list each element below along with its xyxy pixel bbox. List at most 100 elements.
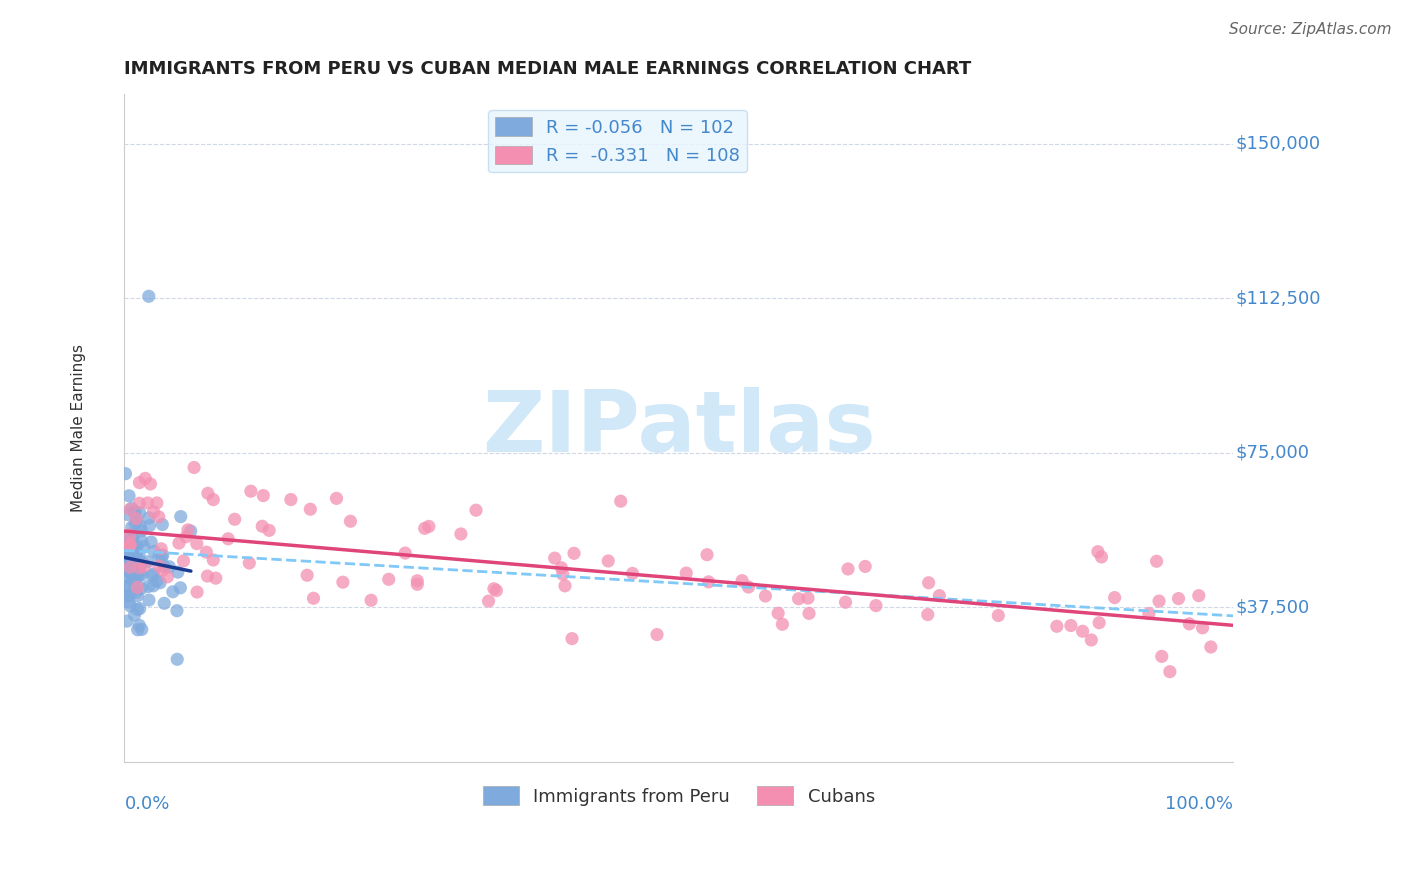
Point [118,533,141,547]
Point [770,617,793,632]
Point [142,505,165,519]
Point [598,554,620,568]
Point [115,589,138,603]
Point [118,588,141,602]
Point [127,589,149,603]
Point [115,549,138,564]
Point [299,502,322,516]
Point [477,594,499,608]
Point [124,580,146,594]
Point [551,567,574,582]
Point [115,547,138,561]
Point [834,595,856,609]
Point [550,560,572,574]
Point [121,573,143,587]
Point [149,575,172,590]
Point [124,505,146,519]
Point [217,532,239,546]
Point [114,530,136,544]
Point [118,536,141,550]
Point [128,618,150,632]
Point [128,496,150,510]
Point [157,559,180,574]
Point [131,623,153,637]
Point [118,502,141,516]
Point [406,577,429,591]
Point [122,574,145,588]
Point [280,492,302,507]
Point [121,543,143,558]
Point [117,564,139,578]
Point [141,535,163,549]
Point [148,549,170,564]
Point [238,556,260,570]
Point [837,562,859,576]
Point [202,492,225,507]
Point [332,575,354,590]
Point [127,602,149,616]
Point [167,536,190,550]
Point [139,477,162,491]
Point [115,614,138,628]
Point [118,578,141,592]
Point [394,546,416,560]
Point [141,568,163,582]
Text: Median Male Earnings: Median Male Earnings [70,344,86,512]
Point [339,514,361,528]
Point [797,591,820,606]
Point [125,514,148,528]
Point [138,518,160,533]
Point [131,556,153,570]
Point [128,601,150,615]
Point [787,591,810,606]
Point [127,623,149,637]
Point [325,491,347,506]
Point [413,521,436,535]
Point [987,608,1010,623]
Point [485,583,508,598]
Point [224,512,246,526]
Point [114,467,136,481]
Point [917,575,939,590]
Point [1147,594,1170,608]
Point [124,607,146,622]
Point [131,533,153,548]
Point [162,584,184,599]
Point [609,494,631,508]
Point [117,547,139,561]
Point [731,574,754,588]
Point [1188,589,1211,603]
Point [118,538,141,552]
Point [128,506,150,520]
Point [737,580,759,594]
Point [120,555,142,569]
Point [204,571,226,585]
Point [554,579,576,593]
Point [118,562,141,576]
Point [465,503,488,517]
Point [125,585,148,599]
Point [917,607,939,622]
Point [150,517,173,532]
Point [562,546,585,560]
Point [853,559,876,574]
Point [121,539,143,553]
Point [754,589,776,603]
Point [121,501,143,516]
Point [621,566,644,581]
Point [1146,554,1168,568]
Point [148,559,170,574]
Point [128,561,150,575]
Text: IMMIGRANTS FROM PERU VS CUBAN MEDIAN MALE EARNINGS CORRELATION CHART: IMMIGRANTS FROM PERU VS CUBAN MEDIAN MAL… [124,60,972,78]
Point [118,535,141,549]
Point [150,541,173,556]
Point [129,566,152,580]
Point [153,559,176,574]
Point [177,523,200,537]
Point [136,555,159,569]
Point [766,606,789,620]
Point [797,607,820,621]
Point [153,596,176,610]
Point [1088,615,1111,630]
Point [121,550,143,565]
